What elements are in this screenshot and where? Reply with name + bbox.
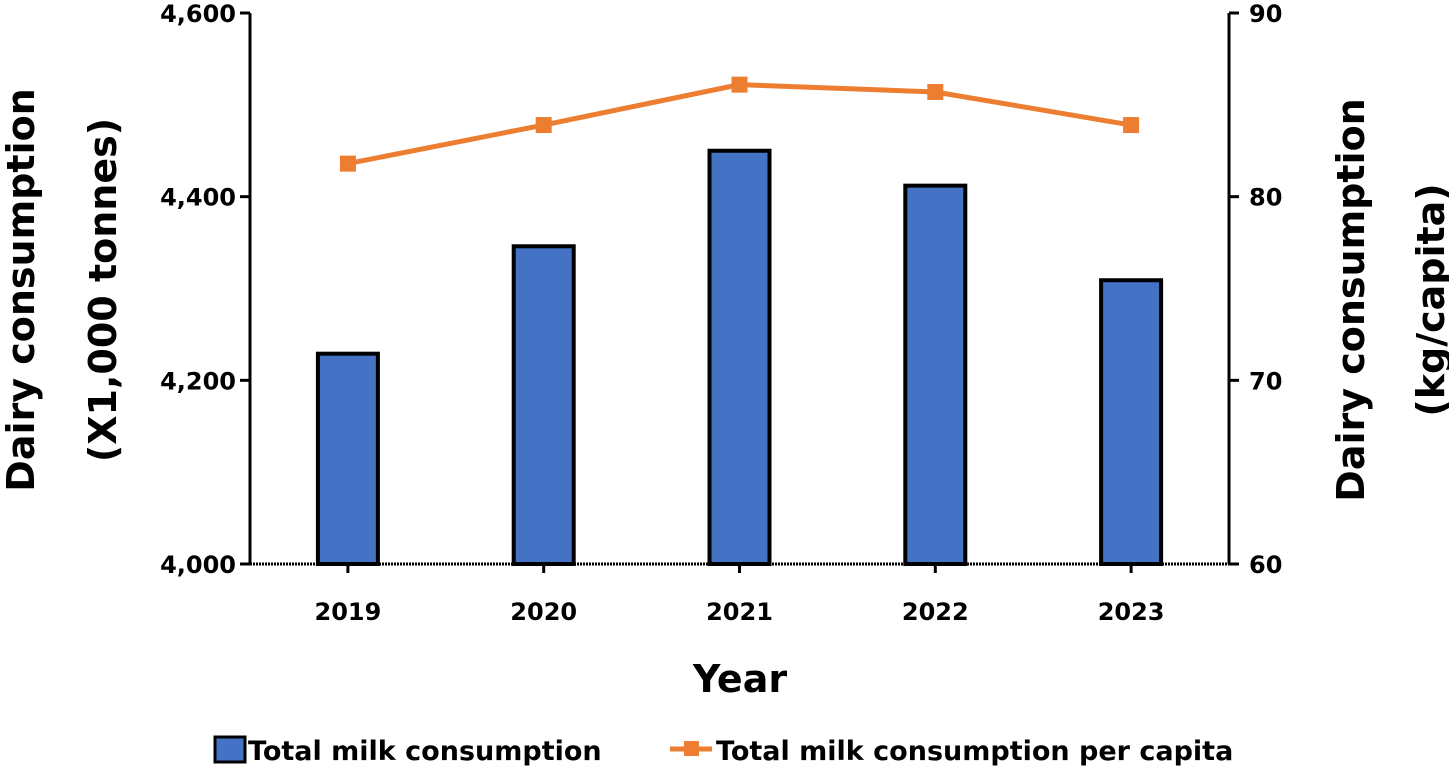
right-tick-label: 60 xyxy=(1249,551,1282,579)
right-tick-label: 70 xyxy=(1249,367,1282,395)
right-tick-label: 80 xyxy=(1249,184,1282,212)
tick-labels: 4,000 4,200 4,400 4,600 60 70 80 90 2019 2020 2021… xyxy=(160,0,1282,626)
x-tick-label-2022: 2022 xyxy=(902,598,969,626)
per-capita-point-2019 xyxy=(339,155,356,172)
legend-bar-swatch xyxy=(213,735,247,764)
per-capita-point-2021 xyxy=(731,76,748,93)
bar-2021 xyxy=(707,148,772,566)
x-tick-label-2020: 2020 xyxy=(510,598,577,626)
x-axis-title: Year xyxy=(692,657,787,701)
right-tick-label: 90 xyxy=(1249,0,1282,28)
legend-line-label: Total milk consumption per capita xyxy=(716,736,1233,767)
left-tick-label: 4,600 xyxy=(160,0,236,28)
legend: Total milk consumption Total milk consum… xyxy=(213,735,1233,767)
per-capita-line xyxy=(339,76,1140,172)
x-tick-label-2023: 2023 xyxy=(1098,598,1165,626)
left-tick-label: 4,200 xyxy=(160,367,236,395)
left-axis-title-line1: Dairy consumption xyxy=(0,88,43,491)
legend-line-marker xyxy=(684,741,699,756)
per-capita-point-2023 xyxy=(1123,117,1140,134)
left-tick-label: 4,400 xyxy=(160,184,236,212)
bar-2023 xyxy=(1099,278,1164,566)
axes xyxy=(240,11,1239,573)
left-axis-title-line2: (X1,000 tonnes) xyxy=(81,118,125,462)
bar-2022 xyxy=(903,183,968,566)
bars xyxy=(315,148,1164,567)
per-capita-point-2020 xyxy=(535,117,552,134)
x-tick-label-2021: 2021 xyxy=(706,598,773,626)
right-axis-title-line2: (kg/capita) xyxy=(1409,183,1449,416)
right-axis-title-line1: Dairy consumption xyxy=(1329,98,1373,501)
x-tick-label-2019: 2019 xyxy=(315,598,382,626)
legend-bar-label: Total milk consumption xyxy=(248,736,602,767)
bar-2019 xyxy=(315,351,380,566)
per-capita-point-2022 xyxy=(927,83,944,100)
bar-2020 xyxy=(511,244,576,567)
left-tick-label: 4,000 xyxy=(160,551,236,579)
